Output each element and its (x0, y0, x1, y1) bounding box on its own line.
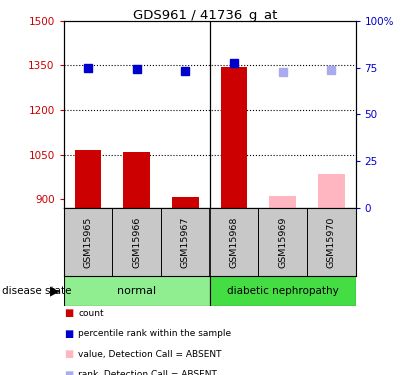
Text: GDS961 / 41736_g_at: GDS961 / 41736_g_at (133, 9, 278, 22)
Bar (269, 196, 296, 208)
Text: GSM15966: GSM15966 (132, 216, 141, 268)
Bar (318, 174, 344, 208)
Text: ■: ■ (64, 370, 73, 375)
Text: GSM15968: GSM15968 (229, 216, 238, 268)
Text: GSM15967: GSM15967 (181, 216, 190, 268)
Text: percentile rank within the sample: percentile rank within the sample (78, 329, 231, 338)
Text: disease state: disease state (2, 286, 72, 296)
Bar (221, 67, 247, 208)
Text: normal: normal (117, 286, 156, 296)
Text: value, Detection Call = ABSENT: value, Detection Call = ABSENT (78, 350, 222, 359)
Bar (210, 276, 356, 306)
Text: rank, Detection Call = ABSENT: rank, Detection Call = ABSENT (78, 370, 217, 375)
Text: diabetic nephropathy: diabetic nephropathy (227, 286, 338, 296)
Text: ■: ■ (64, 350, 73, 359)
Text: GSM15969: GSM15969 (278, 216, 287, 268)
Text: ▶: ▶ (50, 284, 60, 297)
Text: ■: ■ (64, 308, 73, 318)
Bar (123, 152, 150, 208)
Bar (64, 276, 210, 306)
Text: GSM15965: GSM15965 (83, 216, 92, 268)
Bar (172, 197, 199, 208)
Text: count: count (78, 309, 104, 318)
Bar (75, 150, 102, 208)
Text: GSM15970: GSM15970 (327, 216, 336, 268)
Text: ■: ■ (64, 329, 73, 339)
